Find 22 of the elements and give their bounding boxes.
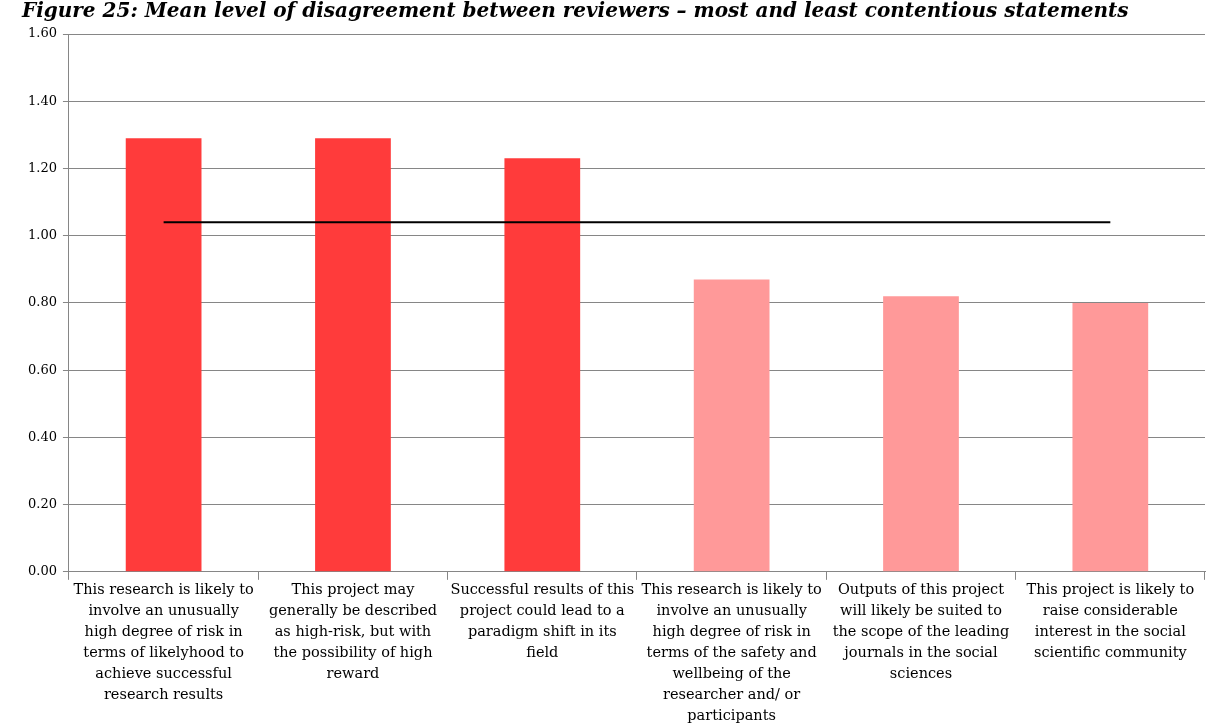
- x-tick-label: This project may generally be described as high-risk, but with the possibility of high reward: [268, 581, 437, 682]
- bar: [693, 279, 770, 572]
- y-tick-label: 1.20: [27, 159, 57, 175]
- y-tick-label: 1.00: [27, 227, 57, 243]
- bar: [1072, 302, 1149, 572]
- y-tick-label: 0.60: [27, 361, 57, 377]
- y-tick-label: 0.00: [27, 563, 57, 579]
- x-tick-label: This research is likely to involve an unusually high degree of risk in terms of likelyhood to achieve successful research results: [73, 581, 254, 703]
- x-tick-label: Outputs of this project will likely be suited to the scope of the leading journals in the social sciences: [832, 581, 1010, 682]
- bar: [883, 296, 959, 572]
- y-tick-label: 0.20: [27, 495, 57, 511]
- x-tick-label: This project is likely to raise considerable interest in the social scientific community: [1026, 581, 1195, 661]
- y-tick-label: 0.40: [27, 428, 57, 444]
- bar: [125, 138, 202, 572]
- y-tick-label: 0.80: [27, 294, 57, 310]
- bar: [504, 158, 581, 572]
- x-tick-label: This research is likely to involve an unusually high degree of risk in terms of the safety and wellbeing of the researcher and/ or participants: [641, 581, 822, 724]
- y-tick-label: 1.60: [27, 25, 57, 41]
- x-tick-label: Successful results of this project could lead to a paradigm shift in its field: [450, 581, 635, 661]
- y-tick-label: 1.40: [27, 92, 57, 108]
- bar: [315, 138, 391, 572]
- chart-title: Figure 25: Mean level of disagreement between reviewers – most and least contentious statements: [21, 0, 1129, 23]
